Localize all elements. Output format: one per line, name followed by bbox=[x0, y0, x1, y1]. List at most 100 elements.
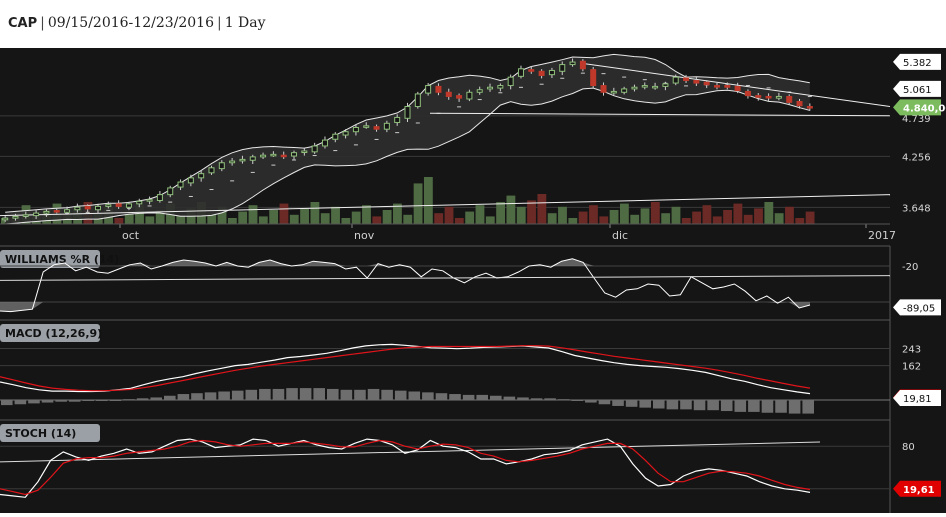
volume-bar bbox=[176, 214, 186, 224]
volume-bar bbox=[310, 202, 320, 224]
macd-histogram-bar bbox=[530, 398, 543, 400]
candle-body bbox=[610, 90, 617, 94]
volume-bar bbox=[300, 208, 309, 224]
volume-bar bbox=[681, 218, 691, 224]
candle-body bbox=[683, 77, 690, 82]
chart-title: CAP | 09/15/2016-12/23/2016 | 1 Day bbox=[8, 15, 266, 31]
volume-bar bbox=[258, 216, 268, 224]
price-axis-tick-label: 4.739 bbox=[902, 114, 931, 125]
candle-body bbox=[352, 127, 359, 133]
separator: | bbox=[40, 15, 45, 31]
candle-body bbox=[744, 90, 751, 97]
williams-trendline bbox=[0, 275, 891, 281]
chart-header: CAP | 09/15/2016-12/23/2016 | 1 Day bbox=[0, 0, 946, 48]
macd-histogram-bar bbox=[96, 400, 108, 401]
volume-bar bbox=[692, 211, 702, 224]
macd-histogram-bar bbox=[544, 398, 556, 400]
price-marker-label: 5.061 bbox=[903, 85, 932, 96]
candle-body bbox=[641, 85, 648, 88]
volume-bar bbox=[279, 203, 289, 224]
volume-bar bbox=[547, 213, 557, 224]
candle-body bbox=[466, 91, 473, 100]
candle-body bbox=[64, 209, 71, 213]
chart-svg[interactable]: 3.648 4.256 4.739 5.382 5.061 4.840,00 oct nov d… bbox=[0, 48, 946, 513]
value-tag-label: 19,81 bbox=[903, 394, 932, 405]
macd-histogram-bar bbox=[639, 400, 651, 408]
value-tag-label: -89,05 bbox=[903, 303, 935, 314]
candle-body bbox=[755, 95, 762, 98]
value-tag bbox=[893, 390, 941, 406]
volume-bar bbox=[578, 211, 588, 224]
volume-bar bbox=[423, 177, 433, 224]
candle-body bbox=[445, 91, 452, 97]
volume-bar bbox=[805, 211, 815, 224]
volume-bar bbox=[640, 208, 650, 224]
macd-histogram-bar bbox=[191, 393, 203, 400]
macd-histogram-bar bbox=[82, 400, 95, 401]
candle-body bbox=[239, 158, 246, 162]
volume-bar bbox=[506, 195, 516, 224]
candle-body bbox=[414, 93, 421, 108]
candle-body bbox=[435, 85, 442, 93]
candle-body bbox=[53, 210, 60, 213]
volume-bar bbox=[671, 206, 681, 224]
candle-body bbox=[621, 88, 628, 93]
chart-area[interactable]: 3.648 4.256 4.739 5.382 5.061 4.840,00 oct nov d… bbox=[0, 48, 946, 513]
bollinger-lower-line bbox=[5, 87, 810, 225]
volume-bar bbox=[712, 216, 722, 224]
x-axis-label: dic bbox=[612, 229, 628, 242]
candle-body bbox=[775, 95, 782, 99]
volume-bar bbox=[135, 205, 144, 224]
symbol-label: CAP bbox=[8, 16, 38, 31]
indicator-title-box bbox=[0, 424, 100, 442]
macd-histogram-bar bbox=[748, 400, 760, 412]
volume-bar bbox=[795, 218, 805, 224]
macd-histogram-bar bbox=[354, 389, 366, 400]
value-tag-label: 19,61 bbox=[903, 485, 935, 496]
candle-body bbox=[43, 210, 50, 214]
candle-body bbox=[600, 85, 607, 93]
candle-body bbox=[229, 160, 236, 164]
macd-histogram-bar bbox=[517, 397, 529, 400]
candle-body bbox=[373, 126, 380, 130]
candle-body bbox=[291, 152, 298, 157]
candle-body bbox=[548, 69, 555, 76]
candle-body bbox=[497, 85, 504, 89]
macd-histogram-bar bbox=[503, 396, 516, 400]
price-marker-tag bbox=[893, 99, 941, 116]
price-marker-label: 4.840,00 bbox=[903, 103, 946, 114]
value-tag bbox=[893, 299, 941, 316]
volume-bar bbox=[403, 214, 413, 224]
value-tag bbox=[893, 480, 941, 497]
price-axis-tick-label: 3.648 bbox=[902, 203, 931, 214]
candle-body bbox=[383, 122, 390, 130]
williams-axis-tick-label: -20 bbox=[902, 262, 918, 273]
volume-bar bbox=[496, 202, 506, 224]
candle-body bbox=[95, 205, 102, 211]
macd-histogram-bar bbox=[340, 389, 353, 400]
candle-body bbox=[786, 95, 793, 103]
macd-histogram-bar bbox=[164, 395, 176, 400]
macd-histogram-bar bbox=[381, 389, 393, 400]
macd-series-line bbox=[0, 345, 811, 392]
volume-bar bbox=[227, 218, 237, 224]
volume-bar bbox=[351, 211, 361, 224]
volume-bar bbox=[702, 205, 712, 224]
volume-bar bbox=[465, 211, 475, 224]
volume-bar bbox=[155, 210, 165, 224]
volume-bar bbox=[630, 214, 640, 224]
candle-body bbox=[713, 85, 720, 88]
macd-histogram-bar bbox=[734, 400, 747, 412]
candle-body bbox=[631, 86, 638, 90]
candle-body bbox=[218, 162, 225, 170]
x-axis-label: nov bbox=[354, 229, 375, 242]
volume-bar bbox=[619, 203, 629, 224]
macd-histogram-bar bbox=[625, 400, 638, 407]
macd-histogram-bar bbox=[204, 392, 217, 400]
candle-body bbox=[249, 156, 256, 161]
volume-bar bbox=[558, 206, 567, 224]
macd-histogram-bar bbox=[761, 400, 774, 413]
candle-body bbox=[507, 76, 514, 87]
macd-histogram-bar bbox=[707, 400, 719, 411]
volume-bar bbox=[444, 206, 454, 224]
